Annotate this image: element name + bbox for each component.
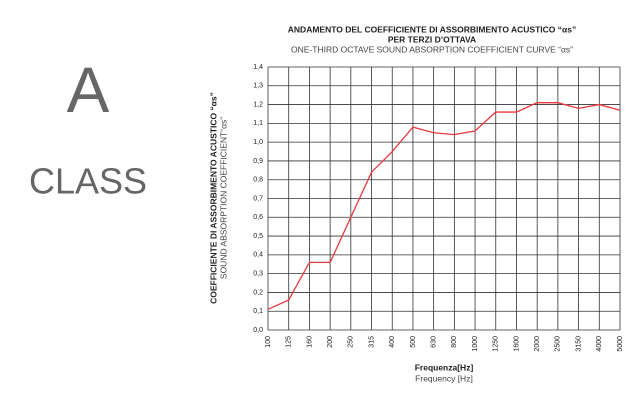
y-tick-label: 0,2 — [253, 289, 263, 296]
y-tick-label: 0,9 — [253, 158, 263, 165]
x-tick-label: 200 — [327, 336, 334, 348]
x-tick-label: 125 — [286, 336, 293, 348]
y-tick-label: 0,1 — [253, 308, 263, 315]
x-tick-label: 315 — [368, 336, 375, 348]
chart-subtitle: ONE-THIRD OCTAVE SOUND ABSORPTION COEFFI… — [291, 44, 573, 54]
x-tick-label: 100 — [265, 336, 272, 348]
y-tick-label: 0,5 — [253, 233, 263, 240]
x-tick-label: 3150 — [575, 336, 582, 352]
x-tick-label: 630 — [430, 336, 437, 348]
chart-title: PER TERZI D’OTTAVA — [388, 34, 476, 44]
y-tick-label: 1,3 — [253, 83, 263, 90]
x-tick-label: 1250 — [493, 336, 500, 352]
x-tick-label: 1000 — [472, 336, 479, 352]
class-letter: A — [67, 54, 110, 126]
y-tick-label: 0,4 — [253, 252, 263, 259]
y-axis-title: COEFFICIENTE DI ASSORBIMENTO ACUSTICO “α… — [208, 92, 218, 304]
x-tick-label: 4000 — [596, 336, 603, 352]
x-tick-label: 2500 — [555, 336, 562, 352]
class-text: CLASS — [29, 161, 147, 202]
x-tick-label: 2000 — [534, 336, 541, 352]
y-tick-label: 0,6 — [253, 214, 263, 221]
y-tick-label: 1,1 — [253, 120, 263, 127]
y-tick-label: 0,7 — [253, 195, 263, 202]
y-axis-title: SOUND ABSORPTION COEFFICIENT“αs” — [218, 117, 228, 279]
x-tick-label: 800 — [451, 336, 458, 348]
x-tick-label: 160 — [306, 336, 313, 348]
y-tick-label: 1,0 — [253, 139, 263, 146]
y-tick-label: 0,8 — [253, 177, 263, 184]
x-tick-label: 250 — [348, 336, 355, 348]
y-tick-label: 0,0 — [253, 327, 263, 334]
chart-title: ANDAMENTO DEL COEFFICIENTE DI ASSORBIMEN… — [288, 24, 576, 34]
x-axis-title: Frequenza[Hz] — [415, 362, 474, 372]
x-tick-label: 500 — [410, 336, 417, 348]
x-axis-title: Frequency [Hz] — [415, 373, 473, 383]
data-line — [267, 102, 621, 310]
x-tick-label: 1600 — [513, 336, 520, 352]
y-tick-label: 0,3 — [253, 270, 263, 277]
y-tick-label: 1,2 — [253, 101, 263, 108]
x-tick-label: 5000 — [617, 336, 624, 352]
y-tick-label: 1,4 — [253, 64, 263, 71]
x-tick-label: 400 — [389, 336, 396, 348]
